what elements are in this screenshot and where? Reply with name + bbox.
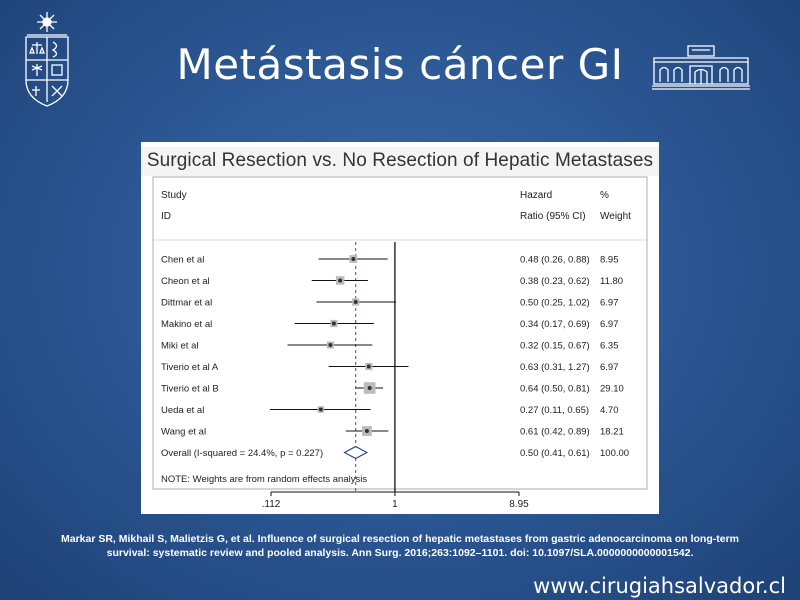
study-name: Dittmar et al (161, 298, 212, 309)
university-crest-logo (25, 12, 69, 107)
overall-weight: 100.00 (600, 448, 629, 459)
study-weight: 6.35 (600, 341, 619, 352)
study-point (351, 257, 356, 261)
chart-title: Surgical Resection vs. No Resection of H… (141, 147, 659, 176)
x-tick-label: 8.95 (509, 499, 529, 510)
x-tick-label: 1 (392, 499, 398, 510)
study-name: Tiverio et al A (161, 362, 219, 373)
random-effects-note: NOTE: Weights are from random effects an… (161, 474, 367, 485)
study-hr-ci: 0.34 (0.17, 0.69) (520, 319, 590, 330)
plot-frame (152, 176, 648, 490)
study-point (331, 321, 336, 326)
study-point (353, 300, 358, 304)
citation-line-2: survival: systematic review and pooled a… (106, 547, 694, 559)
overall-hr-ci: 0.50 (0.41, 0.61) (520, 448, 590, 459)
study-point (318, 407, 323, 412)
study-name: Miki et al (161, 341, 198, 352)
study-weight: 6.97 (600, 362, 619, 373)
x-tick-label: .112 (262, 499, 281, 510)
study-hr-ci: 0.63 (0.31, 1.27) (520, 362, 590, 373)
header-weight: Weight (600, 211, 631, 222)
study-name: Chen et al (161, 255, 204, 266)
study-name: Tiverio et al B (161, 384, 219, 395)
citation: Markar SR, Mikhail S, Malietzis G, et al… (40, 532, 760, 560)
study-hr-ci: 0.48 (0.26, 0.88) (520, 255, 590, 266)
study-point (328, 343, 333, 347)
forest-plot-panel: Study ID Hazard Ratio (95% CI) % Weight … (141, 142, 659, 514)
study-hr-ci: 0.64 (0.50, 0.81) (520, 384, 590, 395)
study-weight: 6.97 (600, 319, 619, 330)
study-name: Ueda et al (161, 405, 204, 416)
header-ratio-ci: Ratio (95% CI) (520, 211, 586, 222)
header-study: Study (161, 190, 187, 201)
study-hr-ci: 0.61 (0.42, 0.89) (520, 427, 590, 438)
study-name: Wang et al (161, 427, 206, 438)
website-url[interactable]: www.cirugiahsalvador.cl (533, 574, 786, 598)
hospital-building-logo (652, 45, 750, 90)
study-point (364, 429, 369, 433)
study-point (338, 278, 343, 283)
forest-plot: Study ID Hazard Ratio (95% CI) % Weight … (152, 176, 648, 510)
header-id: ID (161, 211, 171, 222)
study-hr-ci: 0.32 (0.15, 0.67) (520, 341, 590, 352)
header-hazard: Hazard (520, 190, 552, 201)
study-weight: 6.97 (600, 298, 619, 309)
study-weight: 11.80 (600, 276, 623, 287)
study-point (367, 386, 372, 390)
study-hr-ci: 0.38 (0.23, 0.62) (520, 276, 590, 287)
header-percent: % (600, 190, 609, 201)
study-point (366, 364, 371, 369)
study-weight: 4.70 (600, 405, 619, 416)
overall-label: Overall (I-squared = 24.4%, p = 0.227) (161, 448, 323, 459)
study-weight: 8.95 (600, 255, 619, 266)
study-name: Cheon et al (161, 276, 210, 287)
study-name: Makino et al (161, 319, 212, 330)
citation-line-1: Markar SR, Mikhail S, Malietzis G, et al… (60, 533, 740, 545)
study-hr-ci: 0.27 (0.11, 0.65) (520, 405, 589, 416)
study-hr-ci: 0.50 (0.25, 1.02) (520, 298, 590, 309)
slide-title: Metástasis cáncer GI (176, 40, 624, 89)
study-weight: 29.10 (600, 384, 624, 395)
study-weight: 18.21 (600, 427, 624, 438)
overall-diamond (343, 445, 369, 460)
